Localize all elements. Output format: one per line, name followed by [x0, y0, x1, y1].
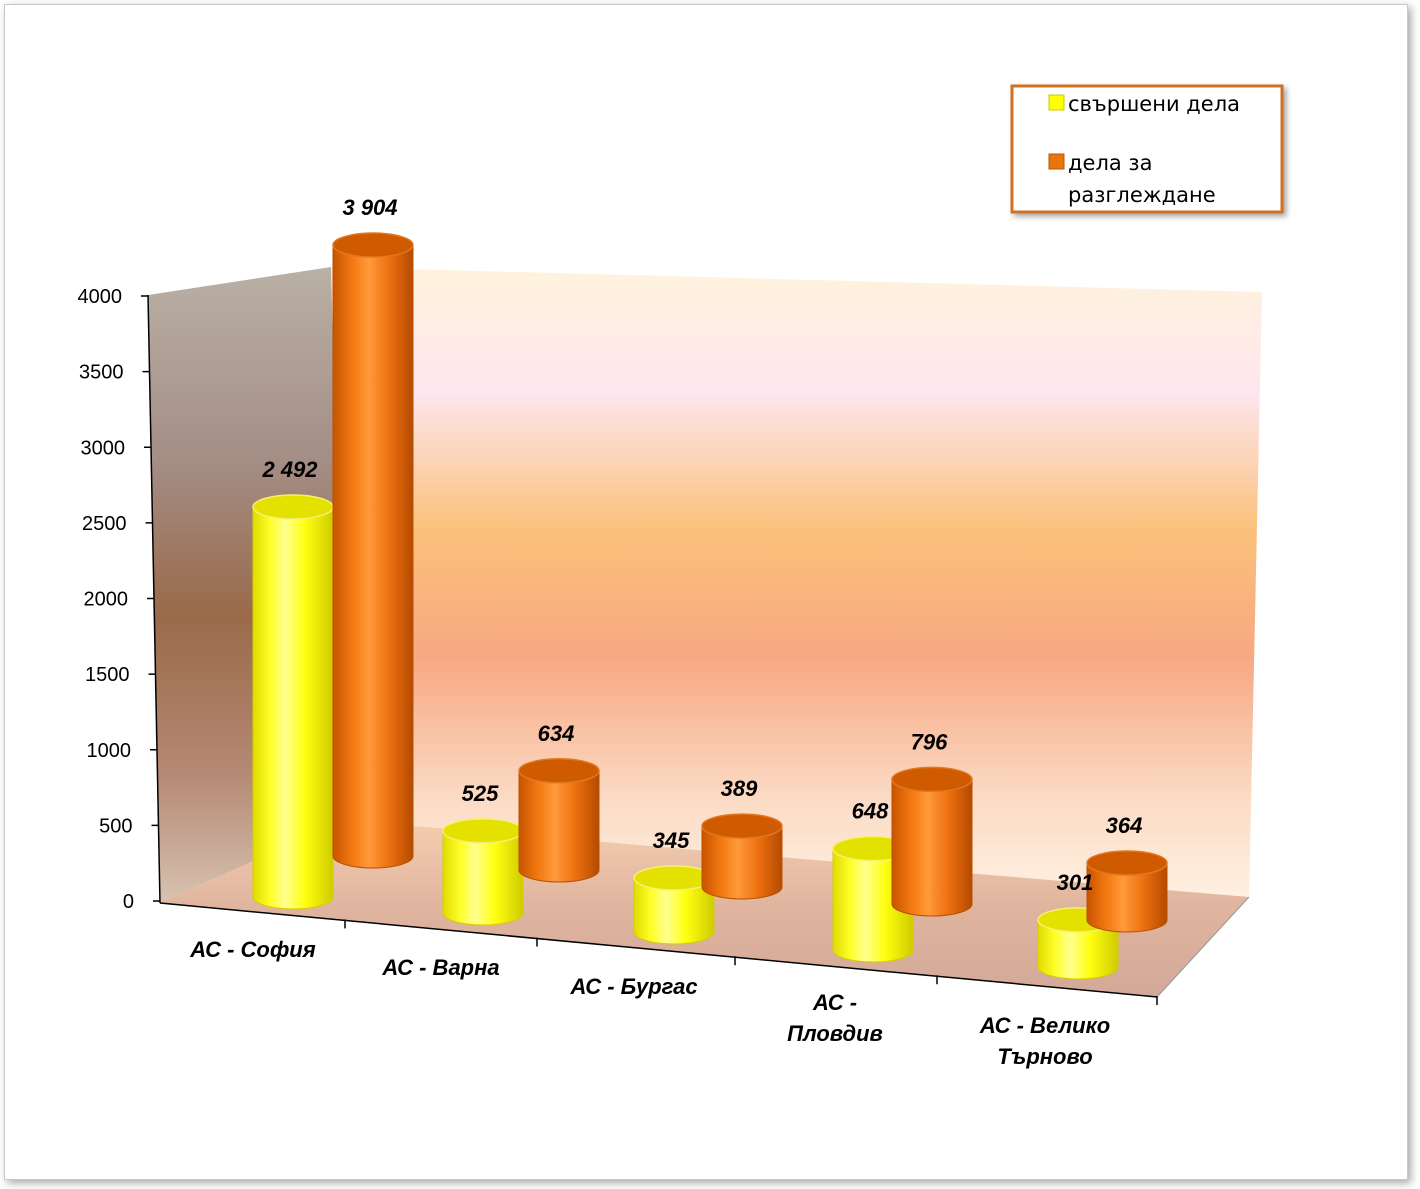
back-wall — [331, 267, 1262, 897]
bar-top — [252, 494, 334, 520]
x-axis-line — [159, 902, 1158, 998]
bar-pending — [332, 232, 414, 869]
bar-body — [633, 877, 715, 945]
y-tick-label: 4000 — [78, 286, 123, 308]
category-labels: АС - София АС - Варна АС - Бургас АС -Пловд… — [189, 937, 1110, 1069]
category-label: АС - Велико Търново — [979, 1013, 1110, 1069]
y-tick-label: 1500 — [85, 664, 130, 686]
data-label-completed: 648 — [852, 799, 889, 824]
bar-completed — [252, 494, 334, 910]
bar-completed — [633, 865, 715, 945]
bar-completed — [442, 818, 524, 926]
bar-body — [891, 778, 973, 917]
category-label: АС - Бургас — [569, 974, 697, 999]
category-label: АС - София — [189, 937, 315, 962]
data-label-pending: 634 — [538, 721, 575, 746]
bar-body — [332, 244, 414, 869]
bar-top — [1086, 850, 1168, 876]
data-label-completed: 2 492 — [261, 457, 318, 482]
bar-top — [442, 818, 524, 844]
data-label-completed: 525 — [462, 781, 499, 806]
y-tick-label: 2500 — [82, 513, 127, 535]
bars — [252, 232, 1168, 980]
bar-body — [1037, 919, 1119, 980]
y-tick-label: 1000 — [87, 740, 132, 762]
bar-body — [252, 506, 334, 910]
legend-label-pending: дела за разглеждане — [1068, 151, 1216, 207]
y-tick-label: 500 — [99, 815, 132, 837]
legend-swatch-completed — [1048, 94, 1065, 111]
bar-body — [442, 830, 524, 926]
bar-body — [518, 770, 600, 883]
category-label: АС - Варна — [381, 955, 499, 980]
data-label-pending: 389 — [721, 776, 758, 801]
bar-top — [518, 758, 600, 784]
floor-right-edge — [1156, 896, 1250, 998]
legend-swatch-pending — [1048, 153, 1065, 170]
bar-top — [701, 813, 783, 839]
bar-pending — [891, 766, 973, 917]
legend: свършени дела дела за разглеждане — [1010, 84, 1284, 214]
data-label-pending: 364 — [1106, 813, 1143, 838]
y-tick-label: 3500 — [79, 362, 124, 384]
bar-top — [332, 232, 414, 258]
data-label-pending: 3 904 — [342, 195, 397, 220]
bar-pending — [1086, 850, 1168, 933]
y-tick-label: 0 — [123, 891, 134, 913]
bar-top — [891, 766, 973, 793]
legend-label-completed: свършени дела — [1068, 92, 1240, 116]
bar-pending — [701, 813, 783, 900]
data-labels: 2 492 525 345 648 301 3 904 634 389 796 364 — [261, 195, 1142, 895]
bar-body — [701, 825, 783, 900]
y-tick-label: 3000 — [81, 437, 126, 459]
data-label-completed: 301 — [1057, 870, 1094, 895]
data-label-completed: 345 — [653, 828, 690, 853]
y-tick-label: 2000 — [84, 589, 129, 611]
category-label: АС -Пловдив — [787, 990, 883, 1046]
x-ticks — [344, 919, 1158, 1005]
y-ticks: 0 500 1000 1500 2000 2500 3000 3500 4000 — [78, 286, 160, 913]
bar-pending — [518, 758, 600, 883]
bar-body — [1086, 862, 1168, 933]
data-label-pending: 796 — [911, 729, 948, 754]
